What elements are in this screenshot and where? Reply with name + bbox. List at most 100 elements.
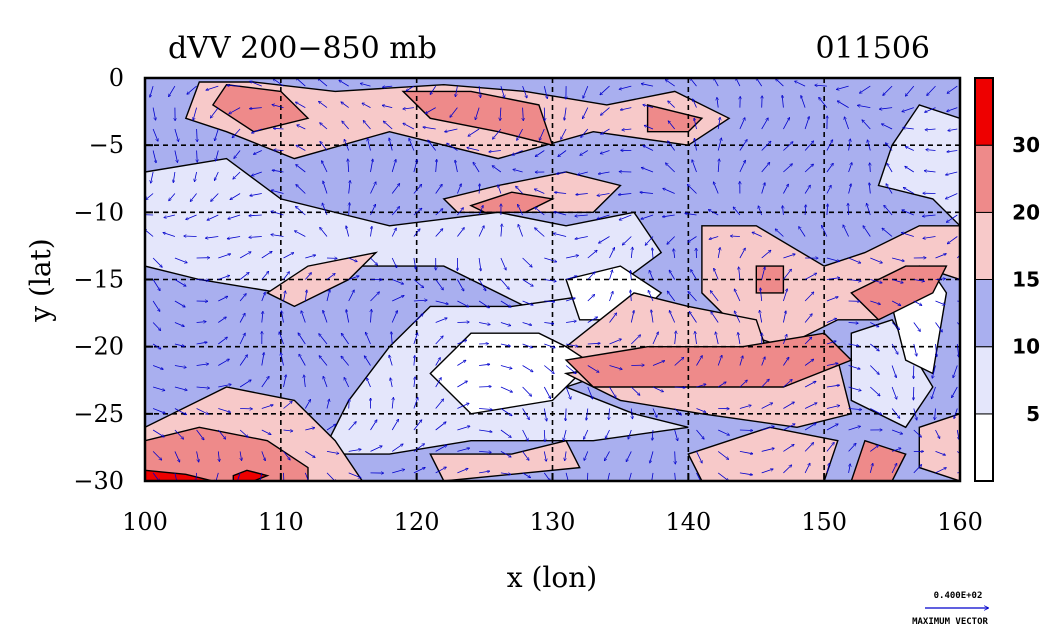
wind-vector	[518, 205, 523, 216]
wind-vector	[152, 300, 160, 311]
wind-vector	[783, 206, 784, 216]
wind-vector	[739, 267, 740, 280]
wind-vector	[392, 296, 404, 302]
wind-vector	[218, 254, 230, 259]
wind-vector	[457, 426, 469, 431]
wind-vector	[669, 270, 676, 280]
wind-vector	[346, 226, 350, 237]
wind-vector	[435, 279, 444, 290]
wind-vector	[435, 399, 444, 409]
wind-vector	[783, 289, 787, 302]
wind-vector	[600, 150, 610, 154]
wind-vector	[298, 333, 306, 345]
wind-vector	[609, 313, 617, 323]
x-axis-label: x (lon)	[507, 561, 597, 594]
wind-vector	[435, 336, 443, 345]
wind-vector	[522, 279, 534, 287]
wind-vector	[848, 323, 859, 324]
wind-vector	[391, 184, 399, 194]
wind-vector	[952, 386, 958, 398]
wind-vector	[239, 313, 245, 323]
wind-vector	[435, 184, 442, 194]
wind-vector	[663, 188, 675, 194]
wind-vector	[584, 429, 589, 439]
field-light-red	[265, 251, 379, 308]
wind-vector	[957, 322, 960, 327]
wind-vector	[403, 123, 415, 130]
wind-vector	[587, 317, 598, 323]
wind-vector	[804, 117, 809, 130]
wind-vector	[822, 226, 828, 237]
wind-vector	[479, 409, 492, 410]
wind-vector	[739, 451, 753, 453]
wind-vector	[848, 204, 849, 216]
wind-vector	[848, 257, 861, 263]
wind-vector	[587, 343, 600, 344]
wind-vector	[215, 128, 219, 141]
wind-vector	[649, 270, 654, 280]
wind-vector	[783, 465, 791, 474]
wind-vector	[609, 365, 623, 370]
wind-vector	[663, 214, 675, 217]
wind-vector	[186, 214, 197, 220]
wind-vector	[863, 226, 871, 237]
wind-vector	[341, 102, 349, 108]
wind-vector	[696, 408, 706, 413]
wind-vector	[783, 269, 791, 280]
wind-vector	[758, 206, 763, 216]
wind-vector	[457, 403, 469, 409]
wind-vector	[717, 451, 728, 459]
wind-vector	[739, 248, 745, 259]
wind-vector	[197, 150, 198, 162]
wind-vector	[641, 214, 654, 219]
wind-vector	[957, 451, 960, 455]
wind-vector	[860, 85, 871, 93]
colorbar-tick-label: 20	[1012, 200, 1040, 224]
wind-vector	[543, 86, 547, 98]
y-axis-label: y (lat)	[24, 238, 57, 322]
wind-vector	[239, 380, 251, 388]
wind-vector	[694, 118, 697, 130]
wind-vector	[891, 448, 901, 452]
wind-vector	[668, 101, 675, 108]
wind-vector	[609, 408, 610, 420]
wind-vector	[326, 451, 339, 453]
wind-vector	[218, 384, 231, 388]
y-tick-label: −20	[73, 333, 124, 361]
wind-vector	[804, 292, 814, 302]
wind-vector	[738, 333, 741, 345]
wind-vector	[882, 228, 893, 237]
wind-vector	[844, 117, 849, 130]
wind-vector	[783, 424, 795, 431]
wind-vector	[367, 378, 371, 388]
wind-vector	[163, 233, 176, 237]
wind-vector	[843, 225, 849, 237]
wind-vector	[430, 85, 437, 94]
wind-vector	[619, 194, 632, 195]
wind-vector	[283, 472, 285, 481]
wind-vector	[283, 430, 293, 431]
wind-vector	[304, 375, 305, 388]
wind-vector	[575, 236, 588, 240]
wind-vector	[957, 429, 959, 439]
wind-vector	[605, 451, 610, 460]
wind-vector	[323, 181, 328, 194]
wind-vector	[261, 451, 266, 460]
wind-vector	[587, 386, 593, 399]
wind-vector	[565, 276, 577, 280]
wind-vector	[795, 81, 806, 87]
wind-vector	[848, 139, 851, 151]
wind-vector	[348, 422, 356, 431]
wind-vector	[522, 257, 532, 267]
wind-vector	[468, 128, 480, 136]
wind-vector	[348, 276, 359, 280]
wind-vector	[710, 291, 719, 302]
wind-vector	[804, 141, 813, 151]
grid-lines	[145, 78, 960, 481]
wind-vector	[826, 319, 837, 323]
wind-vector	[561, 128, 567, 139]
wind-vector	[196, 451, 199, 462]
wind-vector	[565, 365, 576, 374]
wind-vector	[500, 343, 510, 346]
